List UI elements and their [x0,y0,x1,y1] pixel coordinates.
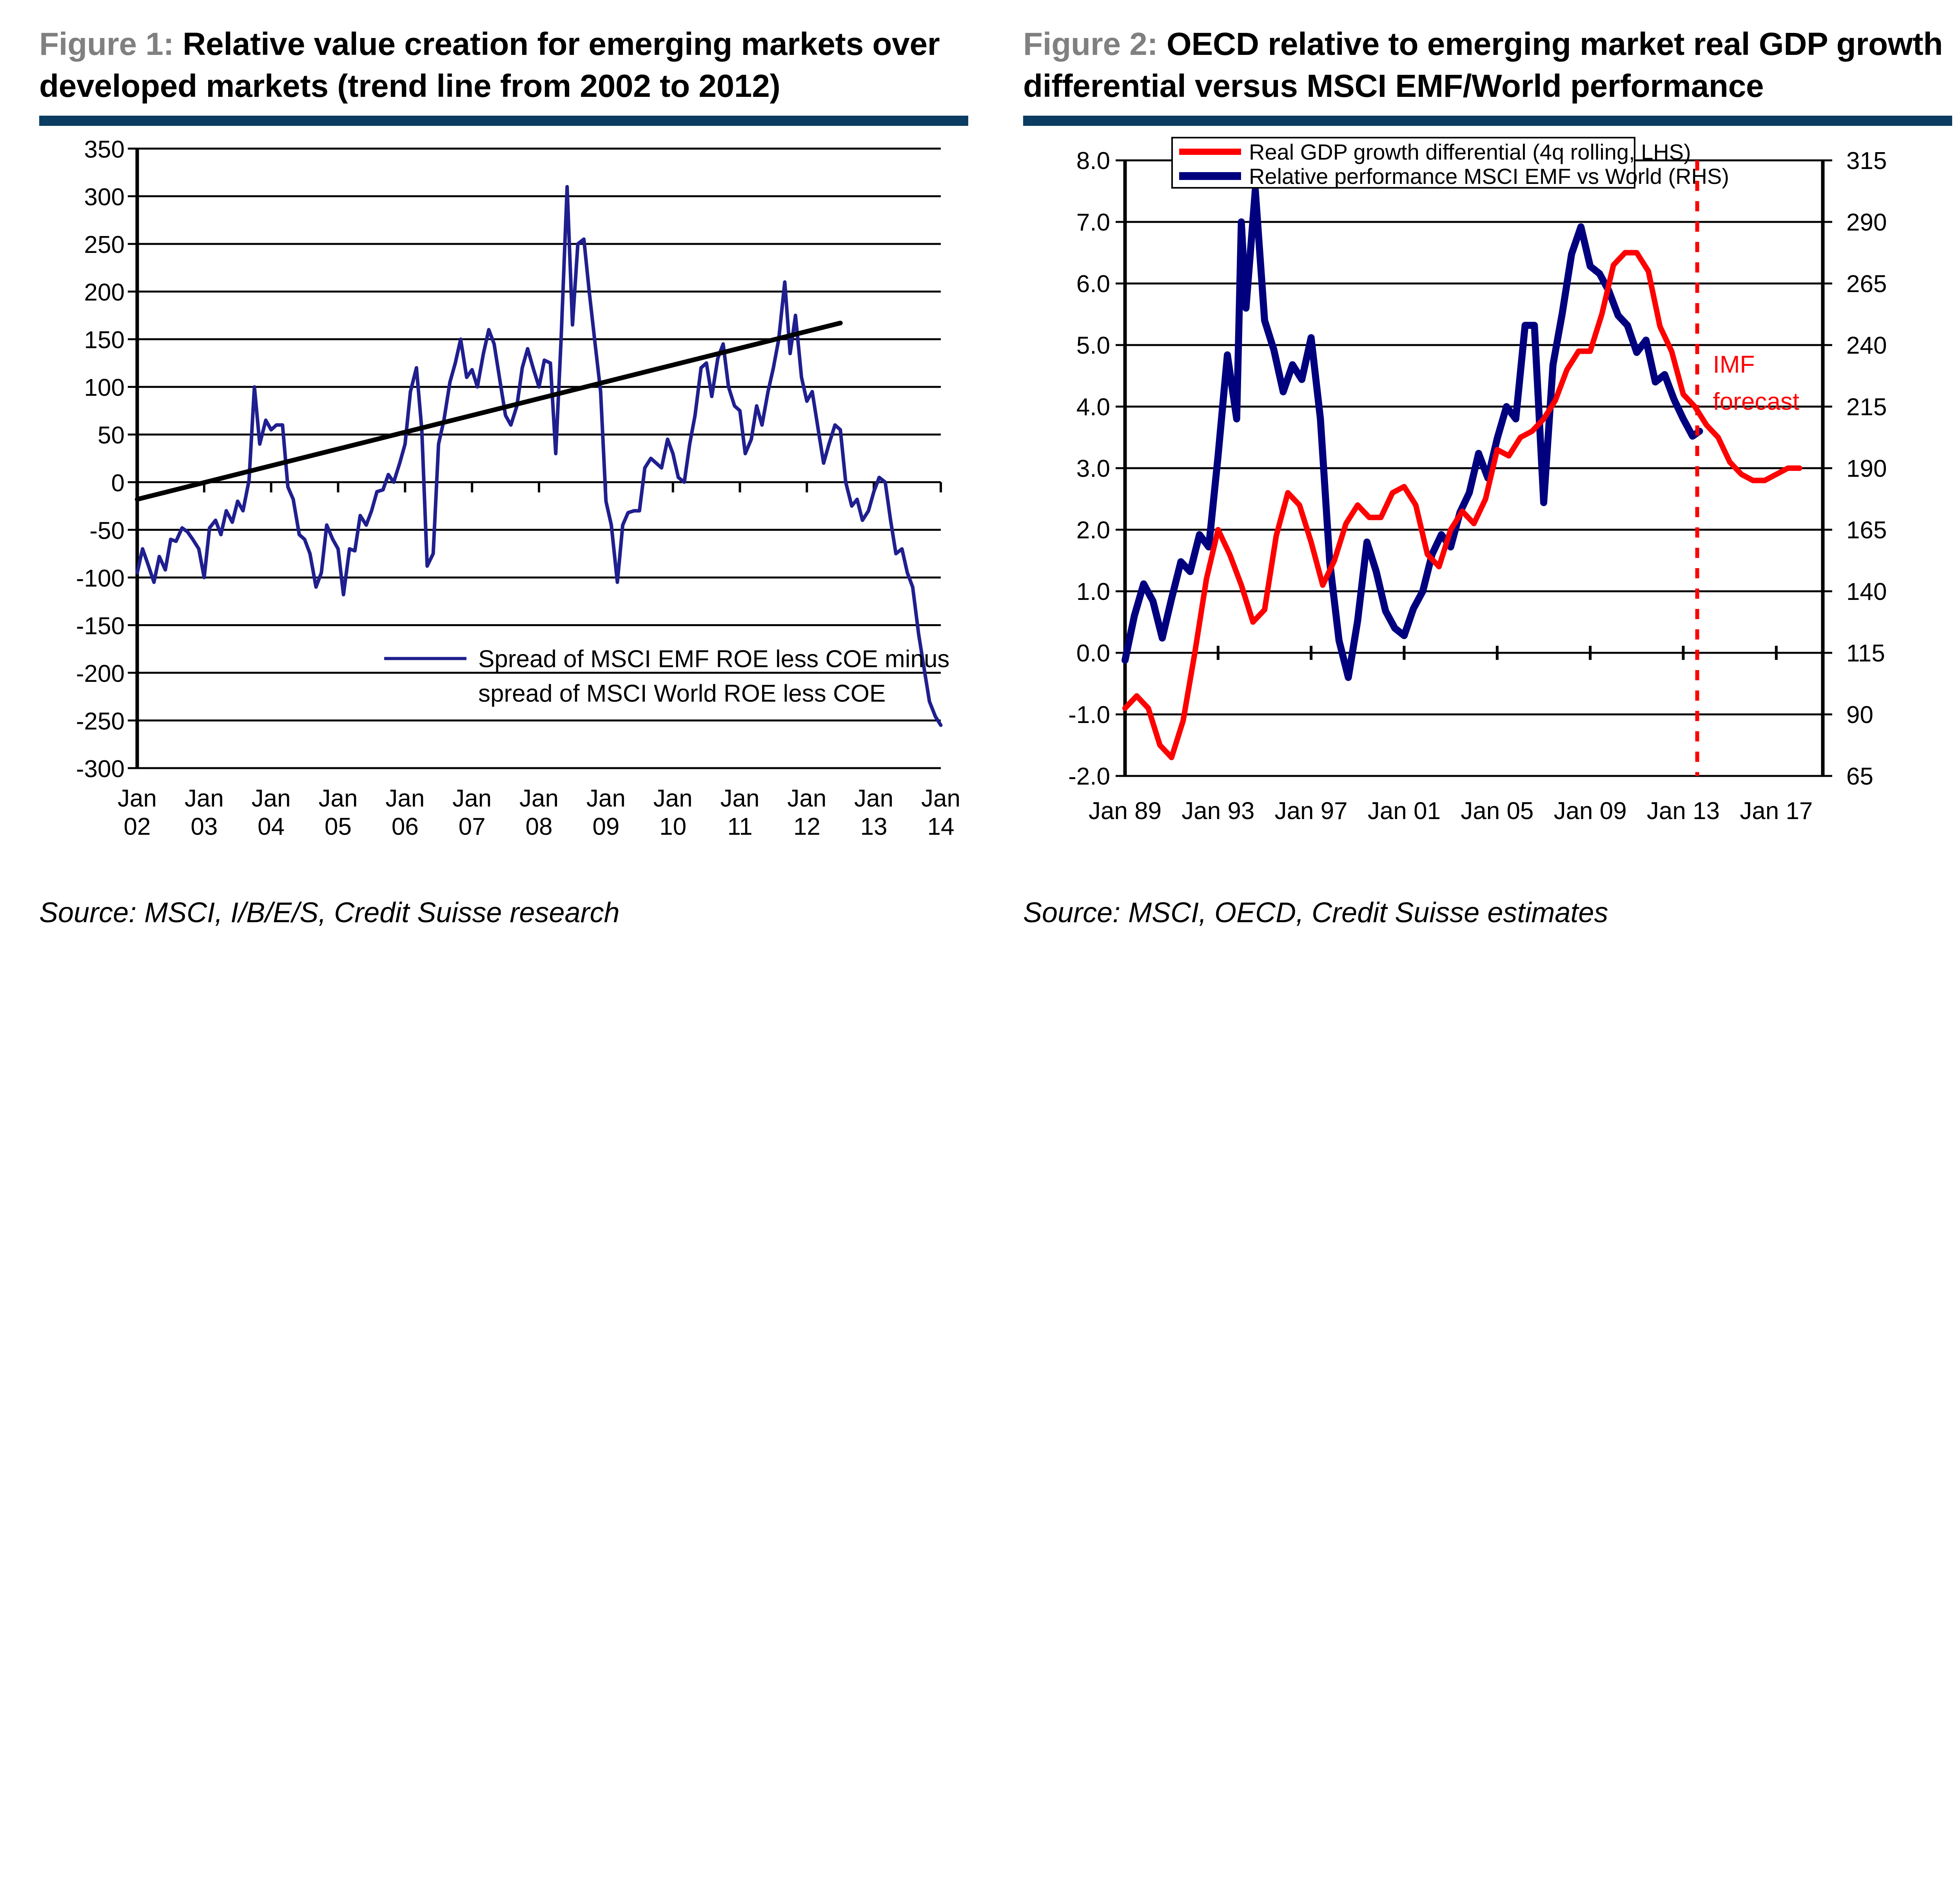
x-axis-tick-label: 11 [727,813,752,840]
y-axis-tick-label: -100 [76,565,125,592]
x-axis-tick-label: 12 [793,813,820,840]
y-axis-left-tick-label: 1.0 [1076,578,1110,605]
figure-2-title: Figure 2: OECD relative to emerging mark… [1023,24,1952,107]
y-axis-right-tick-label: 190 [1846,455,1887,482]
y-axis-tick-label: 150 [84,327,125,354]
x-axis-tick-label: Jan [118,785,157,812]
x-axis-tick-label: Jan [787,785,826,812]
x-axis-tick-label: Jan [854,785,893,812]
x-axis-tick-label: Jan 89 [1089,798,1161,825]
x-axis-tick-label: 05 [325,813,352,840]
y-axis-right-tick-label: 290 [1846,209,1887,236]
y-axis-tick-label: 300 [84,184,125,211]
y-axis-left-tick-label: 0.0 [1076,640,1110,667]
y-axis-tick-label: 50 [98,422,125,449]
x-axis-tick-label: Jan [720,785,760,812]
y-axis-right-tick-label: 165 [1846,517,1887,544]
figure-1-title-text: Relative value creation for emerging mar… [39,26,940,104]
y-axis-tick-label: -150 [76,613,125,640]
legend-label-line1: Spread of MSCI EMF ROE less COE minus [478,646,949,673]
x-axis-tick-label: Jan [653,785,693,812]
y-axis-tick-label: -250 [76,708,125,735]
figure-1-source: Source: MSCI, I/B/E/S, Credit Suisse res… [39,897,620,929]
y-axis-right-tick-label: 240 [1846,332,1887,359]
legend-label-performance: Relative performance MSCI EMF vs World (… [1249,164,1729,189]
x-axis-tick-label: 10 [659,813,686,840]
figure-2-svg: 8.0 7.0 6.0 5.0 4.0 3.0 2.0 1.0 0.0 -1.0 -2.0 315 29… [1068,137,1887,825]
x-axis-tick-label: Jan [319,785,358,812]
x-axis-tick-label: Jan 17 [1740,798,1813,825]
y-axis-right-tick-label: 90 [1846,701,1873,729]
y-axis-tick-label: -300 [76,756,125,783]
imf-forecast-label-line1: IMF [1713,351,1755,378]
y-axis-tick-label: -200 [76,660,125,687]
legend-label-line2: spread of MSCI World ROE less COE [478,680,886,707]
x-axis-tick-label: 06 [392,813,419,840]
x-axis-tick-label: 07 [459,813,486,840]
x-axis-tick-label: 14 [927,813,955,840]
x-axis-tick-label: Jan 93 [1181,798,1254,825]
y-axis-left-tick-label: 3.0 [1076,455,1110,482]
y-axis-left-tick-label: 2.0 [1076,517,1110,544]
x-axis-tick-label: Jan [385,785,425,812]
figure-2-number: Figure 2: [1023,26,1158,62]
y-axis-left-tick-label: -1.0 [1068,701,1110,729]
series-relative-performance [1122,186,1703,681]
y-axis-right-tick-label: 65 [1846,763,1873,790]
y-axis-tick-label: 0 [111,470,125,497]
x-axis-tick-label: 13 [860,813,887,840]
x-axis-tick-label: Jan [452,785,492,812]
x-axis-tick-label: 03 [191,813,218,840]
x-axis-tick-label: Jan [921,785,960,812]
figure-1-svg: 350 300 250 200 150 100 50 0 -50 -100 -150 -200 -250… [76,136,960,840]
y-axis-right-tick-label: 140 [1846,578,1887,605]
figure-1-divider [39,116,968,126]
x-axis-tick-label: 02 [124,813,151,840]
y-axis-left-tick-label: -2.0 [1068,763,1110,790]
y-axis-tick-label: 350 [84,136,125,163]
x-axis-tick-label: 09 [592,813,619,840]
x-axis-tick-label: Jan [185,785,224,812]
trend-line [135,321,843,502]
y-axis-right-tick-label: 115 [1846,640,1885,667]
y-axis-right-tick-label: 315 [1846,147,1887,174]
y-axis-tick-label: 100 [84,374,125,402]
figure-2-title-text: OECD relative to emerging market real GD… [1023,26,1943,104]
y-axis-left-tick-label: 7.0 [1076,209,1110,236]
legend-box [1171,137,1635,189]
x-axis-tick-label: 08 [526,813,553,840]
series-gdp-differential [1122,250,1802,761]
y-axis-left-tick-label: 6.0 [1076,271,1110,298]
y-axis-left-tick-label: 5.0 [1076,332,1110,359]
x-axis-tick-label: Jan 97 [1275,798,1348,825]
x-axis-tick-label: Jan [519,785,559,812]
x-axis-tick-label: 04 [258,813,285,840]
figure-1-title: Figure 1: Relative value creation for em… [39,24,968,107]
x-axis-tick-label: Jan 13 [1647,798,1720,825]
figure-2-chart: 8.0 7.0 6.0 5.0 4.0 3.0 2.0 1.0 0.0 -1.0 -2.0 315 29… [1023,133,1952,886]
x-axis-tick-label: Jan [586,785,626,812]
x-axis-tick-label: Jan [252,785,291,812]
y-axis-left-tick-label: 8.0 [1076,147,1110,174]
figure-2-divider [1023,116,1952,126]
x-axis-tick-label: Jan 05 [1461,798,1534,825]
figure-1-chart: 350 300 250 200 150 100 50 0 -50 -100 -150 -200 -250… [39,133,968,886]
legend-label-gdp: Real GDP growth differential (4q rolling… [1249,140,1691,164]
x-axis-tick-label: Jan 09 [1554,798,1627,825]
y-axis-tick-label: -50 [89,517,125,544]
figure-1-number: Figure 1: [39,26,174,62]
figure-1-panel: Figure 1: Relative value creation for em… [39,24,968,929]
imf-forecast-label-line2: forecast [1713,388,1800,415]
y-axis-tick-label: 250 [84,231,125,258]
x-axis-tick-label: Jan 01 [1368,798,1441,825]
y-axis-tick-label: 200 [84,279,125,306]
figure-2-panel: Figure 2: OECD relative to emerging mark… [1023,24,1952,929]
y-axis-right-tick-label: 265 [1846,271,1887,298]
y-axis-left-tick-label: 4.0 [1076,394,1110,421]
series-spread-line [135,185,943,727]
figure-2-source: Source: MSCI, OECD, Credit Suisse estima… [1023,897,1608,929]
y-axis-right-tick-label: 215 [1846,394,1887,421]
